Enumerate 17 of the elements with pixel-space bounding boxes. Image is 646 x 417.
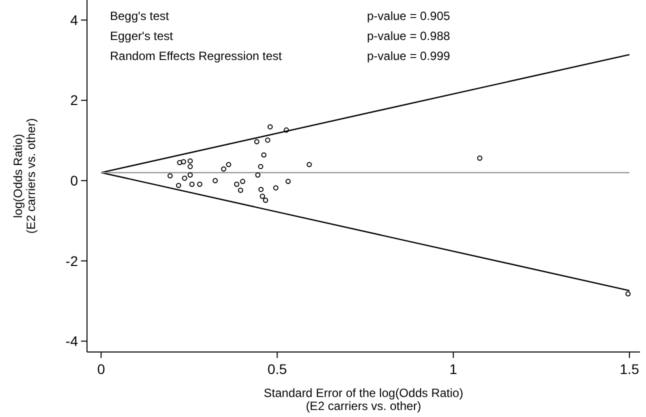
y-axis-title: log(Odds Ratio) (E2 carriers vs. other)	[11, 118, 38, 234]
x-axis-title: Standard Error of the log(Odds Ratio) (E2 carriers vs. other)	[264, 386, 464, 413]
annotation: Egger's test	[110, 29, 174, 43]
y-tick-label: 2	[70, 92, 78, 108]
annotation: Random Effects Regression test	[110, 49, 283, 63]
annotation: Begg's test	[110, 9, 170, 23]
annotation: p-value = 0.999	[367, 49, 450, 63]
y-tick-label: 4	[70, 12, 78, 28]
y-tick-label: -4	[66, 333, 78, 350]
x-tick-label: 1.5	[620, 361, 640, 377]
annotation: p-value = 0.988	[367, 29, 450, 43]
annotation: p-value = 0.905	[367, 9, 450, 23]
y-tick-label: -2	[66, 252, 78, 269]
y-tick-label: 0	[70, 172, 78, 189]
x-tick-label: 1	[449, 361, 458, 377]
x-tick-label: 0.5	[267, 361, 288, 377]
x-tick-label: 0	[97, 361, 106, 377]
